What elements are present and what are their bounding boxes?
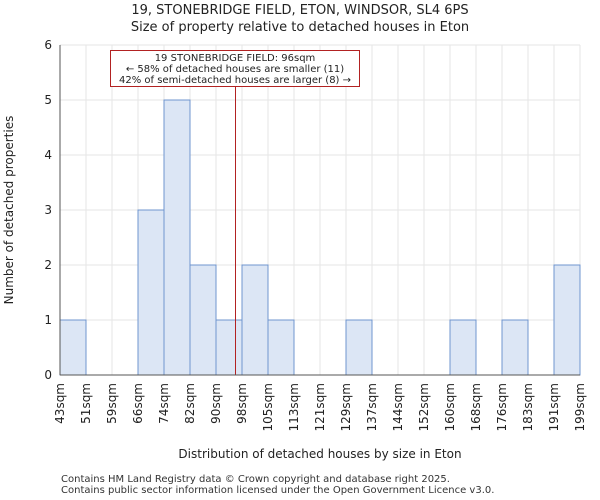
annotation-line-1: 19 STONEBRIDGE FIELD: 96sqm [154,53,316,64]
axes-group [59,45,580,376]
histogram-bar [553,264,581,376]
bars-group [59,99,581,376]
annotation-line-2: ← 58% of detached houses are smaller (11… [125,64,345,75]
x-tick-label: 113sqm [287,383,301,431]
y-tick-label: 0 [44,368,52,382]
y-axis-label: Number of detached properties [2,116,16,305]
histogram-bar [501,319,529,376]
histogram-bar [189,264,217,376]
histogram-bar [449,319,477,376]
histogram-bar [137,209,165,376]
x-tick-label: 183sqm [521,383,535,431]
x-tick-label: 152sqm [417,383,431,431]
y-tick-label: 2 [44,258,52,272]
x-tick-label: 105sqm [261,383,275,431]
histogram-chart: 0 1 2 3 4 5 6 43sqm 51sqm 59sqm 66sqm 74sqm 82sqm 90s… [2,38,587,461]
x-tick-label: 98sqm [235,383,249,424]
x-tick-label: 82sqm [183,383,197,424]
histogram-bar [215,319,243,376]
x-tick-label: 168sqm [469,383,483,431]
x-tick-label: 144sqm [391,383,405,431]
x-tick-label: 121sqm [313,383,327,431]
x-tick-label: 191sqm [547,383,561,431]
x-tick-label: 66sqm [131,383,145,424]
x-tick-label: 199sqm [573,383,587,431]
y-tick-label: 5 [44,93,52,107]
x-tick-label: 43sqm [53,383,67,424]
chart-title: 19, STONEBRIDGE FIELD, ETON, WINDSOR, SL… [131,3,469,18]
x-tick-label: 51sqm [79,383,93,424]
y-tick-label: 4 [44,148,52,162]
histogram-bar [267,319,295,376]
x-tick-label: 160sqm [443,383,457,431]
x-tick-label: 176sqm [495,383,509,431]
tick-labels-group: 0 1 2 3 4 5 6 43sqm 51sqm 59sqm 66sqm 74sqm 82sqm 90s… [44,38,587,431]
y-tick-label: 3 [44,203,52,217]
histogram-bar [163,99,191,376]
x-tick-label: 129sqm [339,383,353,431]
chart-subtitle: Size of property relative to detached ho… [130,20,470,35]
x-tick-label: 59sqm [105,383,119,424]
x-axis-label: Distribution of detached houses by size … [178,447,461,461]
footer-line-2: Contains public sector information licen… [61,485,495,496]
histogram-bar [345,319,373,376]
y-tick-label: 6 [44,38,52,52]
histogram-bar [241,264,269,376]
x-tick-label: 90sqm [209,383,223,424]
x-tick-label: 137sqm [365,383,379,431]
footer-line-1: Contains HM Land Registry data © Crown c… [61,474,450,485]
histogram-bar [59,319,87,376]
property-annotation-box: 19 STONEBRIDGE FIELD: 96sqm ← 58% of det… [110,50,360,87]
y-tick-label: 1 [44,313,52,327]
annotation-line-3: 42% of semi-detached houses are larger (… [118,75,352,86]
x-tick-label: 74sqm [157,383,171,424]
